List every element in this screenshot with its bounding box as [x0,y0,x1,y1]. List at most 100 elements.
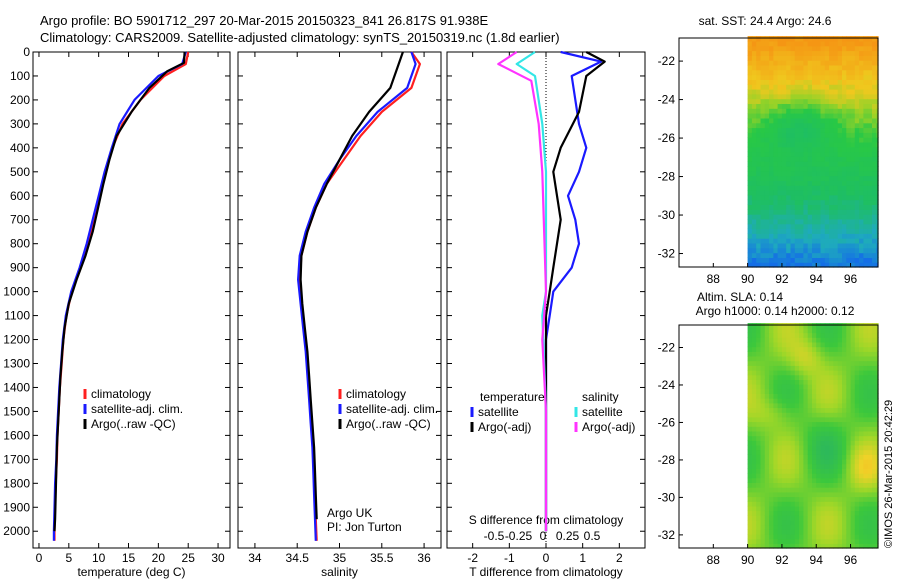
sst-cell [781,89,787,95]
sla-cell [846,449,852,455]
sst-cell [833,238,839,244]
sst-cell [756,194,762,201]
sst-cell [824,185,830,191]
sst-cell [764,238,770,244]
sst-cell [854,166,860,172]
sla-cell [876,337,879,343]
sla-cell [786,327,792,334]
sst-cell [790,146,796,153]
sst-cell [816,45,822,52]
sla-cell [876,430,879,437]
sla-cell [824,379,830,385]
sla-cell [824,468,830,474]
sla-cell [850,529,856,535]
sst-cell [820,55,826,61]
sla-cell [807,515,813,521]
sla-cell [829,510,834,516]
sst-cell [807,242,813,249]
sst-cell [777,69,783,76]
sst-cell [829,108,834,114]
sla-cell [812,477,817,483]
sla-cell [790,407,796,413]
sst-cell [777,247,783,254]
sst-cell [799,103,804,109]
sst-cell [764,103,770,109]
sst-cell [820,199,826,205]
sst-cell [859,69,864,76]
sla-cell [837,327,843,334]
sst-cell [829,151,834,157]
sst-cell [829,185,834,191]
sst-cell [854,132,860,138]
sst-cell [846,60,852,66]
sst-cell [807,36,813,42]
sst-cell [794,242,800,249]
sla-cell [781,454,787,460]
sst-cell [816,60,822,66]
sla-cell [751,370,757,376]
sla-cell [816,538,822,544]
sst-cell [876,93,879,100]
sla-cell [816,384,822,390]
difference-xtick-label: -1 [504,551,515,565]
sla-cell [756,402,762,409]
sla-cell [837,365,843,371]
sst-cell [842,146,847,153]
sst-cell [846,84,852,90]
temperature-xtick-label: 20 [152,551,166,565]
sst-cell [863,137,869,143]
sla-cell [829,477,834,483]
sla-cell [747,482,753,488]
sst-cell [872,55,877,61]
sst-cell [794,170,800,177]
sst-cell [777,79,783,85]
sst-cell [756,242,762,249]
sst-cell [773,204,779,210]
sla-cell [846,374,852,380]
sla-cell [777,416,783,423]
sst-cell [747,214,753,220]
sla-cell [760,398,766,404]
sst-cell [747,93,753,100]
sla-cell [803,398,809,404]
sst-cell [850,113,856,119]
sla-cell [756,444,762,451]
sla-cell [799,421,804,427]
sla-cell [790,444,796,451]
sla-cell [747,440,753,446]
sst-cell [803,238,809,244]
sla-cell [747,538,753,544]
sst-cell [812,166,817,172]
sst-cell [837,233,843,239]
sst-cell [829,170,834,177]
sst-cell [829,194,834,201]
sst-cell [799,262,804,268]
sst-cell [781,209,787,215]
sst-cell [747,146,753,153]
sla-cell [824,332,830,338]
sst-cell [863,156,869,162]
sla-cell [760,327,766,334]
sla-cell [756,416,762,423]
sst-cell [756,137,762,143]
sla-cell [773,341,779,348]
sla-cell [876,454,879,460]
sla-cell [790,351,796,357]
sla-cell [751,482,757,488]
sla-cell [812,379,817,385]
sst-cell [867,199,873,205]
sla-cell [854,332,860,338]
sla-cell [854,327,860,334]
sla-cell [764,449,770,455]
sla-cell [786,384,792,390]
sla-cell [794,440,800,446]
sla-cell [846,468,852,474]
temperature-ytick-label: 2000 [3,524,30,538]
sst-cell [859,36,864,42]
sla-cell [854,496,860,502]
sst-cell [807,190,813,196]
sla-cell [846,388,852,394]
sla-cell [846,426,852,432]
sst-cell [747,132,753,138]
sst-cell [794,166,800,172]
